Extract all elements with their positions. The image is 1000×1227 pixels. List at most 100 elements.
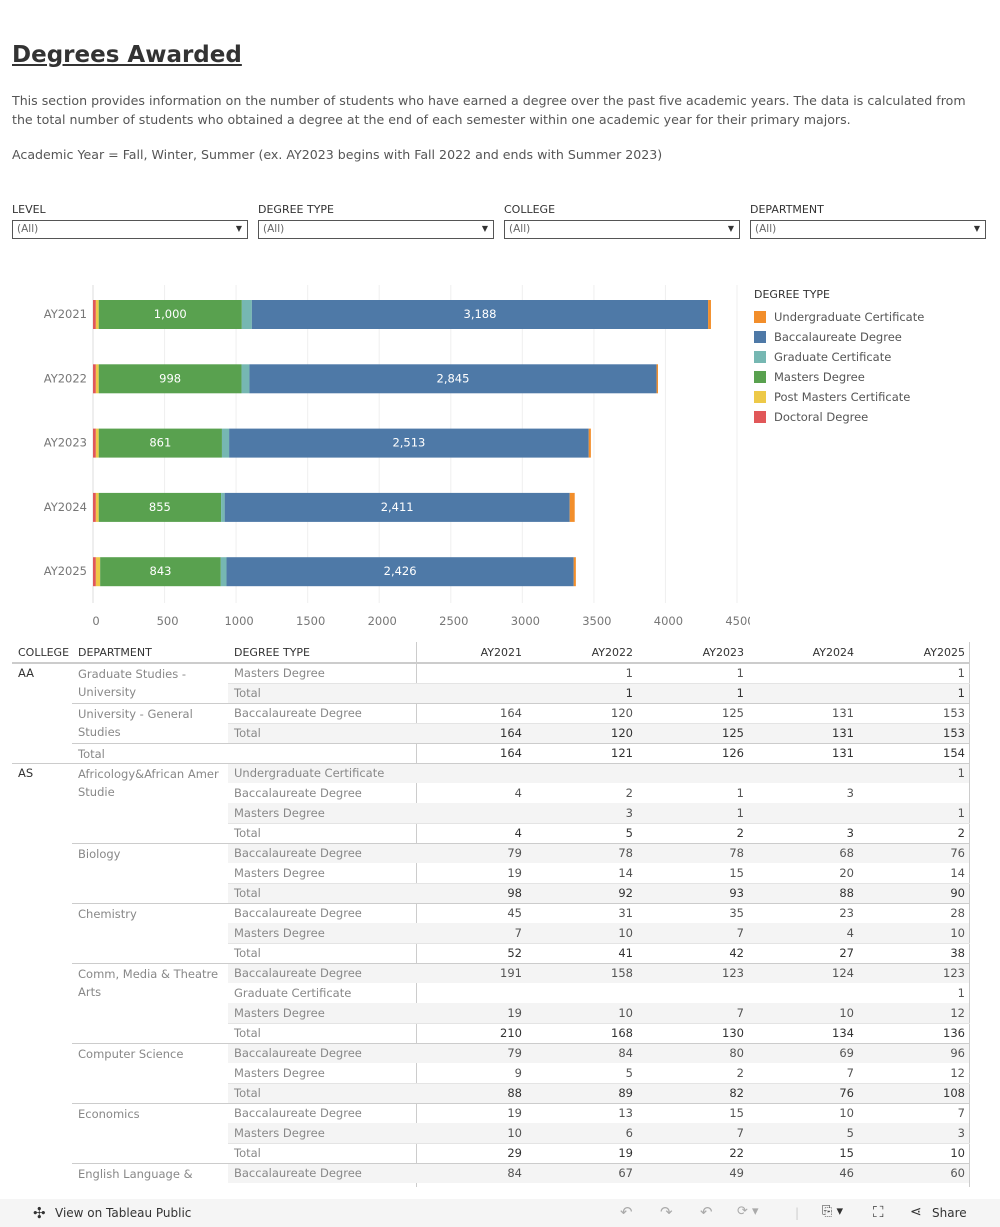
- table-row: University - General Studies Baccalaureat…: [0, 703, 1000, 739]
- filter-dropdown[interactable]: (All) ▼: [12, 220, 248, 239]
- bar-segment[interactable]: [93, 492, 96, 522]
- department-cell: Computer Science: [78, 1047, 184, 1061]
- bar-segment[interactable]: [100, 557, 221, 587]
- value-cell: 27: [839, 946, 854, 960]
- degrees-bar-chart: 0 500 1000 1500 2000 2500 3000 3500 4000 4500 AY20…: [44, 285, 750, 628]
- table-row: Comm, Media & Theatre Arts Baccalaureate …: [0, 963, 1000, 999]
- filter-degree-type: DEGREE TYPE (All) ▼: [258, 203, 494, 239]
- bar-segment[interactable]: [229, 428, 589, 458]
- college-cell: AA: [18, 666, 35, 680]
- bar-segment[interactable]: [241, 364, 250, 394]
- legend-item[interactable]: Doctoral Degree: [754, 407, 924, 427]
- department-cell: English Language & Literature: [78, 1167, 193, 1187]
- legend-item[interactable]: Post Masters Certificate: [754, 387, 924, 407]
- refresh-icon[interactable]: ⟳ ▾: [737, 1204, 759, 1219]
- bar-segment[interactable]: [93, 364, 96, 394]
- degree-type-cell: Masters Degree: [234, 806, 325, 820]
- download-icon[interactable]: ⎘ ▾: [822, 1204, 844, 1219]
- bar-segment[interactable]: [98, 300, 242, 329]
- degree-type-cell: Masters Degree: [234, 1126, 325, 1140]
- bar-segment[interactable]: [98, 428, 222, 458]
- filter-dropdown[interactable]: (All) ▼: [258, 220, 494, 239]
- bar-segment[interactable]: [226, 557, 574, 587]
- undo-icon[interactable]: ↶: [620, 1203, 633, 1221]
- filter-dropdown[interactable]: (All) ▼: [504, 220, 740, 239]
- value-cell: 28: [950, 906, 965, 920]
- bar-segment[interactable]: [241, 300, 252, 329]
- bar-segment[interactable]: [95, 300, 99, 329]
- value-cell: 7: [957, 1106, 965, 1120]
- bar-segment[interactable]: [95, 364, 99, 394]
- bar-segment[interactable]: [588, 428, 591, 458]
- bar-segment[interactable]: [98, 364, 242, 394]
- value-cell: 10: [839, 1006, 854, 1020]
- bar-segment[interactable]: [251, 300, 709, 329]
- page-title: Degrees Awarded: [12, 42, 242, 68]
- bar-segment[interactable]: [95, 428, 99, 458]
- revert-icon[interactable]: ↶: [700, 1203, 713, 1221]
- table-row: Total 1 1 1: [0, 683, 1000, 703]
- column-header: AY2023: [702, 646, 744, 659]
- bar-segment[interactable]: [573, 557, 576, 587]
- value-cell: 5: [625, 826, 633, 840]
- value-cell: 19: [507, 1106, 522, 1120]
- bar-segment[interactable]: [224, 492, 570, 522]
- value-cell: 89: [618, 1086, 633, 1100]
- value-cell: 125: [722, 706, 744, 720]
- table-row: Masters Degree 19 10 7 10 12: [0, 1003, 1000, 1023]
- legend-item[interactable]: Graduate Certificate: [754, 347, 924, 367]
- value-cell: 60: [950, 1166, 965, 1180]
- bar-segment[interactable]: [93, 428, 96, 458]
- value-cell: 1: [957, 986, 965, 1000]
- legend-item[interactable]: Masters Degree: [754, 367, 924, 387]
- table-row: Total 52 41 42 27 38: [0, 943, 1000, 963]
- x-tick-label: 4000: [654, 614, 683, 628]
- bar-segment[interactable]: [220, 557, 227, 587]
- value-cell: 78: [729, 846, 744, 860]
- redo-icon[interactable]: ↷: [660, 1203, 673, 1221]
- value-cell: 15: [729, 866, 744, 880]
- fullscreen-icon[interactable]: ⛶: [873, 1203, 884, 1221]
- value-cell: 4: [514, 786, 522, 800]
- value-cell: 19: [618, 1146, 633, 1160]
- value-cell: 42: [729, 946, 744, 960]
- x-tick-label: 500: [157, 614, 179, 628]
- legend-item[interactable]: Undergraduate Certificate: [754, 307, 924, 327]
- bar-segment[interactable]: [98, 492, 222, 522]
- bar-segment[interactable]: [95, 557, 101, 587]
- degree-type-cell: Masters Degree: [234, 666, 325, 680]
- bar-segment[interactable]: [95, 492, 99, 522]
- table-row: Masters Degree 9 5 2 7 12: [0, 1063, 1000, 1083]
- column-header: DEGREE TYPE: [234, 646, 311, 659]
- filter-value: (All): [263, 223, 285, 235]
- value-cell: 7: [846, 1066, 854, 1080]
- value-cell: 7: [514, 926, 522, 940]
- value-cell: 136: [943, 1026, 965, 1040]
- bar-segment[interactable]: [221, 492, 225, 522]
- value-cell: 4: [846, 926, 854, 940]
- x-tick-label: 2500: [439, 614, 468, 628]
- value-cell: 1: [736, 786, 744, 800]
- value-cell: 1: [736, 806, 744, 820]
- value-cell: 90: [950, 886, 965, 900]
- share-icon[interactable]: ⋖: [910, 1204, 922, 1220]
- value-cell: 210: [500, 1026, 522, 1040]
- bar-segment[interactable]: [569, 492, 575, 522]
- bar-segment[interactable]: [249, 364, 657, 394]
- bar-label: 843: [150, 564, 172, 578]
- legend-item[interactable]: Baccalaureate Degree: [754, 327, 924, 347]
- legend-label: Doctoral Degree: [774, 410, 869, 424]
- bar-segment[interactable]: [93, 300, 96, 329]
- bar-segment[interactable]: [708, 300, 711, 329]
- bar-segment[interactable]: [221, 428, 230, 458]
- bar-segment[interactable]: [656, 364, 659, 394]
- share-button[interactable]: Share: [932, 1206, 967, 1220]
- view-on-tableau-link[interactable]: View on Tableau Public: [55, 1206, 192, 1220]
- filter-dropdown[interactable]: (All) ▼: [750, 220, 986, 239]
- filter-label: LEVEL: [12, 203, 46, 216]
- value-cell: 41: [618, 946, 633, 960]
- bar-segment[interactable]: [93, 557, 96, 587]
- value-cell: 1: [736, 686, 744, 700]
- value-cell: 130: [722, 1026, 744, 1040]
- legend-label: Post Masters Certificate: [774, 390, 911, 404]
